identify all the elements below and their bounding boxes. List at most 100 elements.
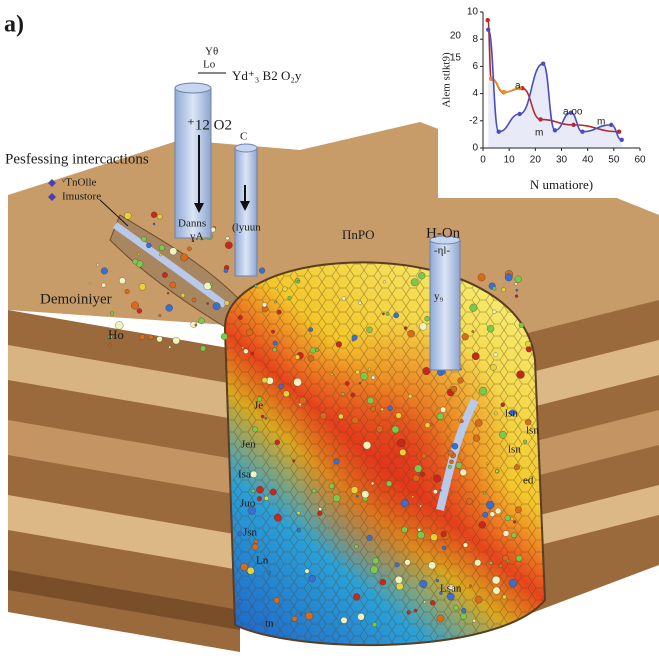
particle [424,422,431,428]
particle [156,336,163,343]
particle [502,530,510,537]
point-label: m [535,128,543,139]
label: C [240,131,247,143]
series-point [538,117,543,122]
particle [439,591,443,595]
particle [482,511,489,518]
label: Juo [240,498,256,510]
axis-label: 15 [450,53,462,64]
particle [299,396,307,405]
particle [380,407,384,412]
particle [450,385,458,393]
particle [132,258,139,265]
particle [138,283,146,291]
particle [136,308,143,314]
x-tick-label: 50 [608,155,620,166]
particle [198,317,205,325]
particle [421,453,427,459]
particle [383,280,386,284]
particle [223,268,229,273]
particle [256,496,262,502]
particle [307,355,315,362]
particle [338,413,344,420]
particle [269,488,277,496]
particle [272,340,278,346]
particle [406,610,411,615]
particle [340,616,348,624]
particle [107,334,113,340]
particle [474,595,483,604]
particle [115,321,124,330]
legend-label: Imustore [62,191,101,203]
particle [275,287,278,290]
particle [357,613,365,621]
particle [262,302,267,308]
particle [508,579,517,588]
pipe-top [174,82,212,94]
label: lsn [505,408,518,420]
particle [495,469,499,473]
series-point [502,90,507,95]
particle [459,419,464,423]
label: ɣA [190,231,204,243]
particle [200,345,207,352]
particle [482,491,486,495]
particle [394,575,403,584]
particle [371,375,376,380]
particle [510,517,514,521]
particle [166,292,170,295]
particle [441,545,447,550]
particle [353,593,361,601]
water-channel [112,222,228,308]
particle [293,378,302,387]
particle [379,578,387,586]
y-axis-title: Alem stlkt9) [441,52,453,108]
particle [124,289,130,294]
particle [250,351,255,356]
particle [433,489,438,495]
series-point [568,110,574,115]
particle [328,483,335,489]
particle [146,242,152,249]
particle [340,392,345,396]
label: (lyuun [232,222,261,234]
series-point [517,111,522,117]
particle [352,339,355,342]
particle [489,511,495,517]
stratum [8,420,240,495]
y-tick-label: 8 [472,34,478,45]
particle [394,562,400,568]
particle [513,520,517,524]
series-point [580,129,585,134]
particle [401,526,408,533]
particle [471,330,475,333]
pipe-top [234,143,258,153]
particle [180,293,186,298]
particle [504,514,511,521]
label: Yd⁺₃ B2 O₂y [232,68,302,83]
particle [162,272,168,278]
particle [490,364,497,371]
series-point [552,128,558,133]
particle [274,513,282,522]
particle [439,489,442,492]
label: ed [523,475,534,487]
particle [187,246,192,252]
particle [417,528,421,532]
particle [420,471,426,477]
arrowhead [194,203,204,213]
particle [501,287,506,293]
particle [447,464,452,469]
particle [278,383,284,389]
particle [376,425,383,433]
particle [259,267,266,274]
label: -ηl- [434,245,450,257]
particle [282,286,288,292]
particle [292,459,296,463]
particle [344,381,350,386]
particle [514,294,519,298]
particle [385,312,390,316]
particle [225,241,233,249]
arrowhead [240,201,250,211]
